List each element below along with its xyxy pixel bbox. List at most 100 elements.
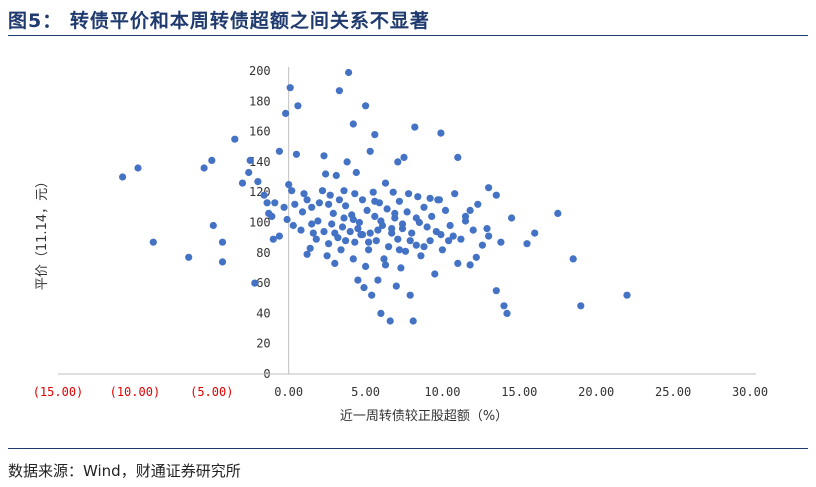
data-point bbox=[306, 244, 314, 252]
y-axis-label: 平价（11.14，元） bbox=[35, 175, 50, 290]
data-point bbox=[428, 212, 436, 220]
data-point bbox=[209, 221, 217, 230]
data-point bbox=[366, 147, 374, 155]
data-point bbox=[360, 284, 368, 292]
data-point bbox=[231, 135, 239, 143]
data-point bbox=[349, 215, 357, 224]
data-point bbox=[355, 218, 363, 227]
data-point bbox=[492, 191, 500, 199]
y-tick-label: 40 bbox=[256, 306, 270, 320]
data-point bbox=[412, 241, 420, 249]
data-point bbox=[492, 287, 500, 295]
data-point bbox=[457, 235, 465, 243]
data-point bbox=[263, 199, 271, 207]
data-point bbox=[497, 238, 505, 246]
data-point bbox=[298, 208, 307, 216]
data-point bbox=[417, 252, 425, 260]
y-tick-label: 140 bbox=[249, 155, 271, 169]
data-point bbox=[271, 199, 279, 207]
data-point bbox=[280, 203, 288, 211]
data-point bbox=[286, 84, 294, 92]
data-point bbox=[406, 237, 414, 245]
data-point bbox=[485, 232, 493, 240]
data-point bbox=[391, 209, 399, 217]
data-point bbox=[288, 187, 296, 195]
data-point bbox=[365, 246, 373, 254]
data-point bbox=[318, 187, 327, 195]
data-point bbox=[435, 196, 443, 204]
data-point bbox=[383, 205, 391, 213]
data-point bbox=[423, 223, 431, 231]
x-tick-label: (15.00) bbox=[33, 385, 84, 399]
data-point bbox=[569, 255, 577, 263]
data-point bbox=[412, 214, 420, 222]
x-tick-label: (5.00) bbox=[190, 385, 233, 399]
data-point bbox=[269, 235, 277, 243]
data-point bbox=[374, 276, 382, 284]
data-point bbox=[441, 206, 450, 214]
data-point bbox=[208, 156, 216, 164]
data-point bbox=[268, 212, 276, 220]
data-point bbox=[503, 309, 511, 317]
data-point bbox=[469, 226, 477, 234]
data-point bbox=[398, 225, 407, 233]
data-point bbox=[354, 225, 362, 233]
y-tick-label: 20 bbox=[256, 337, 270, 351]
data-point bbox=[246, 156, 254, 164]
data-point bbox=[345, 68, 353, 77]
data-point bbox=[411, 123, 419, 131]
data-point bbox=[331, 259, 339, 267]
data-point bbox=[478, 241, 486, 249]
data-point bbox=[289, 221, 297, 230]
x-axis-label: 近一周转债较正股超额（%） bbox=[340, 409, 508, 424]
data-point bbox=[119, 173, 127, 181]
data-point bbox=[200, 164, 208, 172]
y-tick-label: 60 bbox=[256, 276, 270, 290]
data-point bbox=[371, 197, 379, 205]
x-tick-label: 20.00 bbox=[578, 385, 614, 399]
data-point bbox=[275, 232, 283, 240]
scatter-points bbox=[119, 68, 631, 325]
data-point bbox=[508, 214, 516, 222]
data-point bbox=[454, 259, 462, 267]
data-point bbox=[366, 229, 374, 237]
data-point bbox=[431, 270, 439, 278]
data-point bbox=[326, 191, 334, 199]
data-point bbox=[371, 131, 379, 139]
data-point bbox=[292, 150, 300, 158]
data-point bbox=[315, 199, 323, 207]
data-point bbox=[420, 203, 428, 211]
data-point bbox=[351, 238, 359, 246]
data-point bbox=[251, 279, 259, 287]
bottom-divider bbox=[8, 448, 808, 449]
data-point bbox=[395, 197, 403, 205]
top-divider bbox=[8, 35, 808, 36]
data-point bbox=[342, 202, 350, 210]
data-point bbox=[371, 212, 379, 220]
y-tick-label: 200 bbox=[249, 64, 271, 78]
data-point bbox=[325, 240, 333, 248]
data-point bbox=[335, 196, 343, 204]
data-point bbox=[358, 231, 367, 239]
data-point bbox=[349, 120, 357, 128]
data-point bbox=[275, 147, 283, 155]
data-point bbox=[368, 291, 376, 299]
data-point bbox=[389, 188, 397, 196]
x-tick-label: 30.00 bbox=[732, 385, 768, 399]
data-point bbox=[352, 168, 360, 177]
data-point bbox=[523, 240, 531, 248]
data-point bbox=[285, 181, 293, 189]
data-point bbox=[283, 215, 291, 224]
data-point bbox=[300, 190, 308, 198]
data-point bbox=[308, 220, 316, 228]
data-point bbox=[340, 187, 348, 195]
data-point bbox=[461, 212, 470, 220]
data-point bbox=[420, 243, 428, 251]
data-point bbox=[623, 291, 631, 299]
data-point bbox=[474, 200, 482, 208]
data-point bbox=[397, 264, 405, 272]
data-point bbox=[303, 250, 311, 258]
data-point bbox=[377, 217, 385, 225]
data-point bbox=[320, 228, 328, 236]
x-tick-label: 5.00 bbox=[351, 385, 380, 399]
